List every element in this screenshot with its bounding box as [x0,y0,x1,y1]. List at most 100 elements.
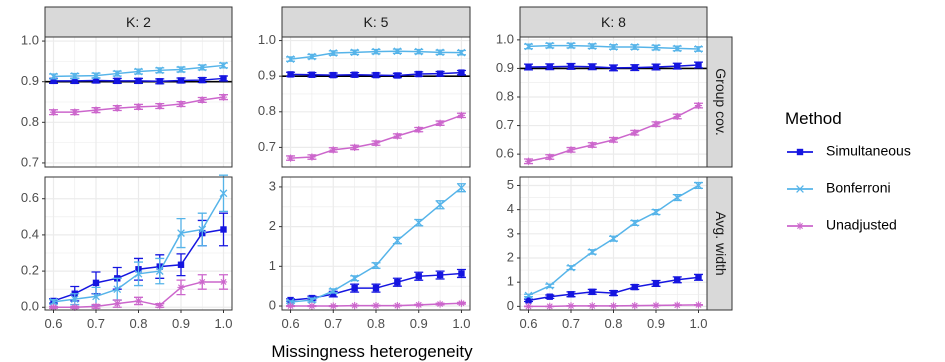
panel-4: 0.00.20.40.60.6 0.7 0.8 0.9 1.0 [21,175,233,331]
point-marker [589,289,595,295]
point-marker [114,78,120,84]
point-marker [394,302,401,309]
point-marker [135,103,142,110]
point-marker [567,146,574,153]
panel-5: 0 1 2 3 0.6 0.7 0.8 0.9 1.0 [269,177,471,331]
point-marker [199,77,205,83]
point-marker [632,284,638,290]
point-marker [525,64,531,70]
facet-strip-label: K: 8 [601,14,626,30]
facet-row-strips: Group cov. Avg. width [707,37,732,310]
legend-item-bonferroni: Bonferroni [787,180,891,196]
legend-label: Bonferroni [826,180,891,196]
panel-6: 0123450.6 0.7 0.8 0.9 1.0 [507,177,708,331]
point-marker [610,65,616,71]
point-marker [568,291,574,297]
point-marker [71,109,78,116]
point-marker [674,113,681,120]
point-marker [546,153,553,160]
y-tick-label: 0.7 [21,154,39,169]
x-tick-label: 0.6 [44,316,62,331]
point-marker [695,301,702,308]
x-tick-label: 0.7 [324,316,342,331]
y-tick-label: 0.4 [21,226,39,241]
point-marker [796,222,803,229]
point-marker [589,141,596,148]
point-marker [156,102,163,109]
point-marker [394,72,400,78]
point-marker [415,126,422,133]
row-strip-label: Group cov. [713,68,729,135]
point-marker [416,273,422,279]
y-tick-label: 0.7 [258,139,276,154]
point-marker [157,78,163,84]
point-marker [373,285,379,291]
point-marker [632,64,638,70]
point-marker [653,64,659,70]
y-tick-label: 0.6 [496,146,514,161]
point-marker [458,300,465,307]
point-marker [287,154,294,161]
point-marker [351,144,358,151]
point-marker [436,300,443,307]
point-marker [177,100,184,107]
point-marker [547,64,553,70]
legend-item-unadjusted: Unadjusted [787,217,897,233]
point-marker [309,72,315,78]
point-marker [674,277,680,283]
point-marker [114,104,121,111]
point-marker [458,112,465,119]
y-tick-label: 0.8 [258,103,276,118]
legend-label: Simultaneous [826,143,911,159]
y-tick-label: 0.9 [496,60,514,75]
x-tick-label: 1.0 [214,316,232,331]
point-marker [351,302,358,309]
point-marker [416,71,422,77]
point-marker [135,78,141,84]
y-tick-label: 1 [507,274,514,289]
legend: Method Simultaneous Bonferroni Unadjusted [785,109,911,233]
point-marker [547,294,553,300]
y-tick-label: 4 [507,201,514,216]
point-marker [93,280,99,286]
y-tick-label: 0.8 [21,114,39,129]
point-marker [567,302,574,309]
facet-strip-label: K: 5 [364,14,389,30]
y-tick-label: 2 [507,249,514,264]
legend-label: Unadjusted [826,217,897,233]
x-tick-label: 0.8 [604,316,622,331]
point-marker [156,302,163,309]
point-marker [525,303,532,310]
point-marker [178,262,184,268]
x-tick-label: 0.6 [282,316,300,331]
point-marker [372,302,379,309]
x-tick-label: 0.9 [647,316,665,331]
y-tick-label: 1.0 [496,31,514,46]
x-tick-label: 0.6 [519,316,537,331]
point-marker [437,70,443,76]
point-marker [372,140,379,147]
facet-panels: 0.70.80.91.00.70.80.91.00.60.70.80.91.00… [21,31,708,331]
x-tick-label: 0.9 [172,316,190,331]
legend-item-simultaneous: Simultaneous [787,143,911,159]
y-tick-label: 0.9 [258,68,276,83]
y-tick-label: 0.0 [21,299,39,314]
point-marker [674,63,680,69]
point-marker [415,301,422,308]
point-marker [178,77,184,83]
point-marker [546,303,553,310]
point-marker [610,136,617,143]
point-marker [652,302,659,309]
row-strip-label: Avg. width [713,211,729,275]
point-marker [610,302,617,309]
point-marker [394,132,401,139]
y-tick-label: 0.2 [21,263,39,278]
x-axis-title: Missingness heterogeneity [271,342,473,361]
point-marker [308,302,315,309]
y-tick-label: 2 [269,218,276,233]
point-marker [114,300,121,307]
point-marker [50,109,57,116]
y-tick-label: 3 [269,178,276,193]
legend-items: Simultaneous Bonferroni Unadjusted [787,143,911,233]
point-marker [330,72,336,78]
